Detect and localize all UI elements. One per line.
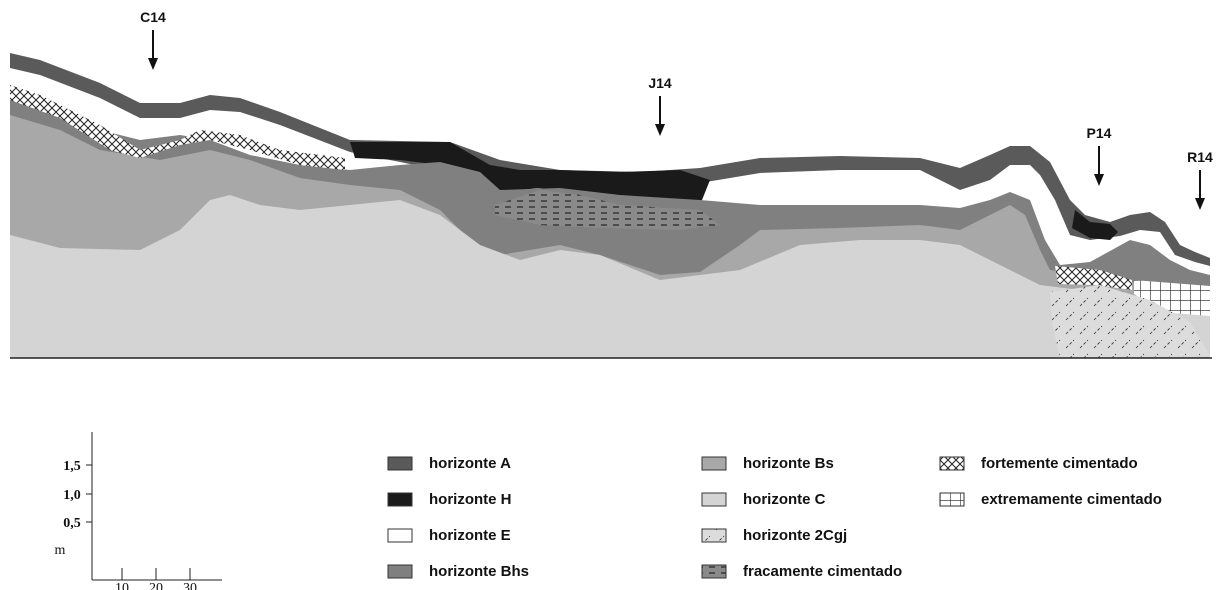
legend-label: horizonte C — [743, 491, 826, 508]
legend-swatch — [387, 492, 413, 507]
scale-x-label: 20 — [149, 581, 163, 590]
horizon-c — [10, 195, 1210, 358]
scale-x-label: 30 — [183, 581, 197, 590]
scale-y-label: 1,0 — [63, 488, 81, 503]
scale-y-label: 0,5 — [63, 516, 81, 531]
legend-label: horizonte 2Cgj — [743, 527, 847, 544]
scale-y-label: 1,5 — [63, 459, 81, 474]
arrowhead — [655, 124, 665, 136]
legend-label: fortemente cimentado — [981, 455, 1138, 472]
legend-label: horizonte Bhs — [429, 563, 529, 580]
profile-label: C14 — [140, 9, 166, 25]
legend-label: horizonte Bs — [743, 455, 834, 472]
legend-swatch — [939, 492, 965, 507]
legend-swatch — [387, 528, 413, 543]
legend-swatch — [939, 456, 965, 471]
profile-label: P14 — [1087, 125, 1112, 141]
legend-label: horizonte A — [429, 455, 511, 472]
legend-swatch — [387, 564, 413, 579]
legend-swatch — [701, 528, 727, 543]
legend: horizonte A horizonte H horizonte E horizon… — [387, 455, 1162, 580]
arrowhead — [148, 58, 158, 70]
legend-label: horizonte H — [429, 491, 512, 508]
arrowhead — [1094, 174, 1104, 186]
profile — [10, 53, 1212, 359]
fortemente-cimentado — [1055, 266, 1132, 290]
arrowhead — [1195, 198, 1205, 210]
legend-label: horizonte E — [429, 527, 511, 544]
horizon-2cgj — [1050, 285, 1210, 358]
fortemente-cimentado — [10, 85, 345, 170]
profile-label: J14 — [648, 75, 672, 91]
scale-y-label: m — [55, 543, 66, 558]
legend-swatch — [701, 492, 727, 507]
scale — [91, 432, 222, 581]
profile-markers: C14 J14 P14 R14 — [140, 9, 1213, 210]
horizon-h — [1072, 210, 1118, 240]
legend-swatch — [387, 456, 413, 471]
scale-x-label: 10 — [115, 581, 129, 590]
legend-label: fracamente cimentado — [743, 563, 902, 580]
legend-swatch — [701, 564, 727, 579]
fracamente-cimentado — [495, 190, 720, 230]
profile-label: R14 — [1187, 149, 1213, 165]
legend-label: extremamente cimentado — [981, 491, 1162, 508]
legend-swatch — [701, 456, 727, 471]
